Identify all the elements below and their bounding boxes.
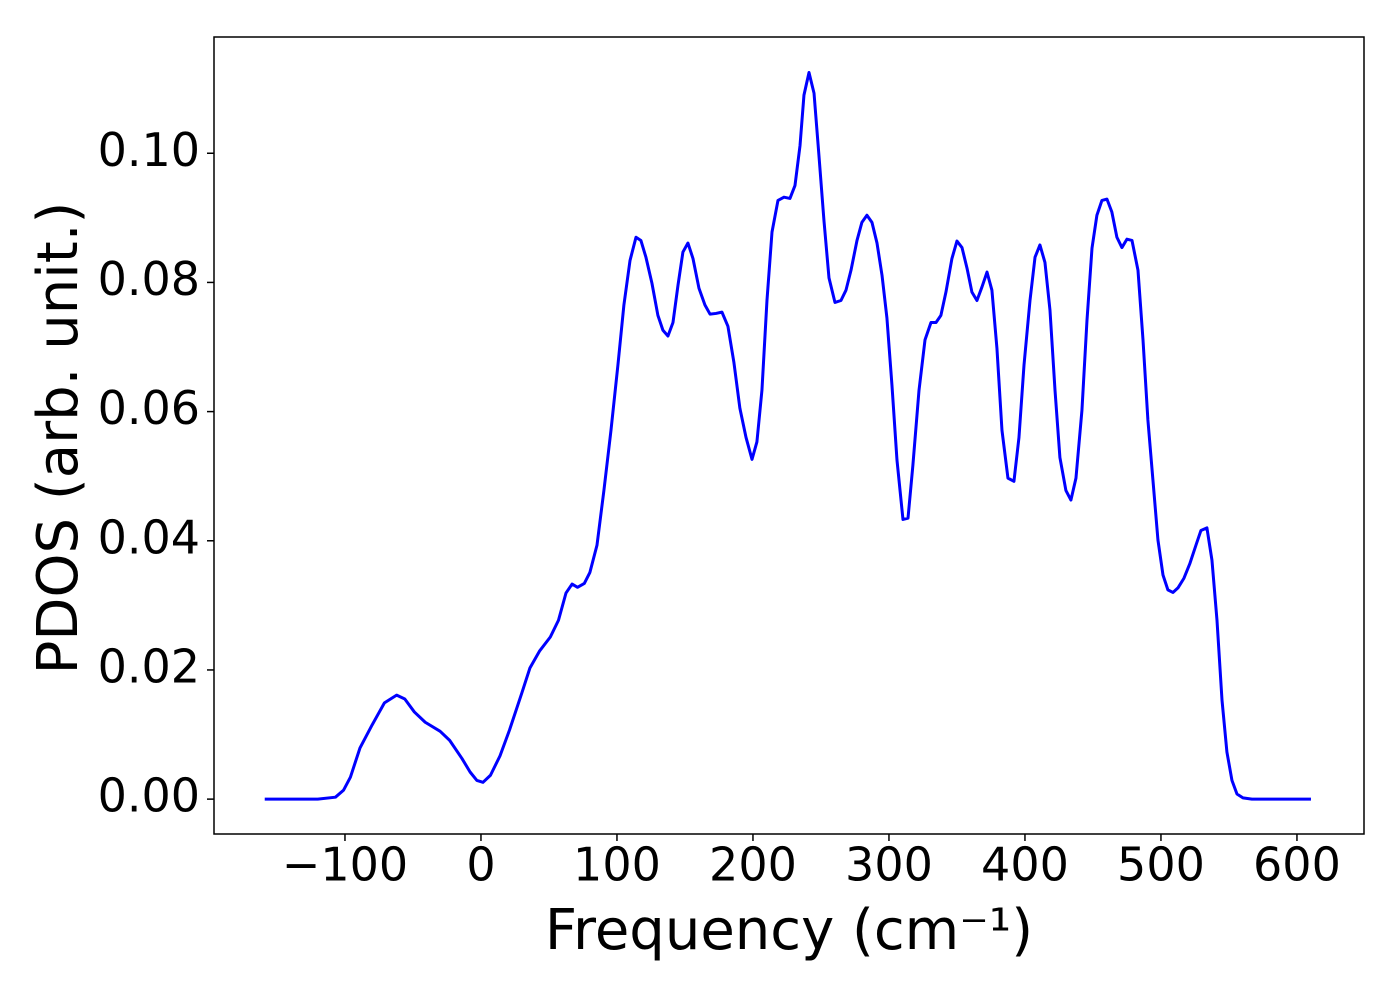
y-tick-label: 0.02 — [98, 639, 200, 693]
y-tick-label: 0.04 — [98, 510, 200, 564]
data-line — [264, 71, 1311, 801]
plot-frame — [213, 36, 1365, 835]
x-tick-label: 100 — [573, 838, 661, 892]
x-tick-label: 400 — [981, 838, 1069, 892]
x-axis-label: Frequency (cm⁻¹) — [545, 898, 1033, 963]
x-tick-label: 600 — [1253, 838, 1341, 892]
x-tick-label: 0 — [466, 838, 495, 892]
x-tick-label: 500 — [1117, 838, 1205, 892]
y-tick-label: 0.08 — [98, 252, 200, 306]
x-tick-label: 200 — [709, 838, 797, 892]
x-tick-label: 300 — [845, 838, 933, 892]
y-tick-label: 0.06 — [98, 381, 200, 435]
y-axis-label: PDOS (arb. unit.) — [26, 202, 91, 675]
x-tick-label: −100 — [282, 838, 408, 892]
y-tick-label: 0.10 — [98, 123, 200, 177]
y-tick-label: 0.00 — [98, 769, 200, 823]
